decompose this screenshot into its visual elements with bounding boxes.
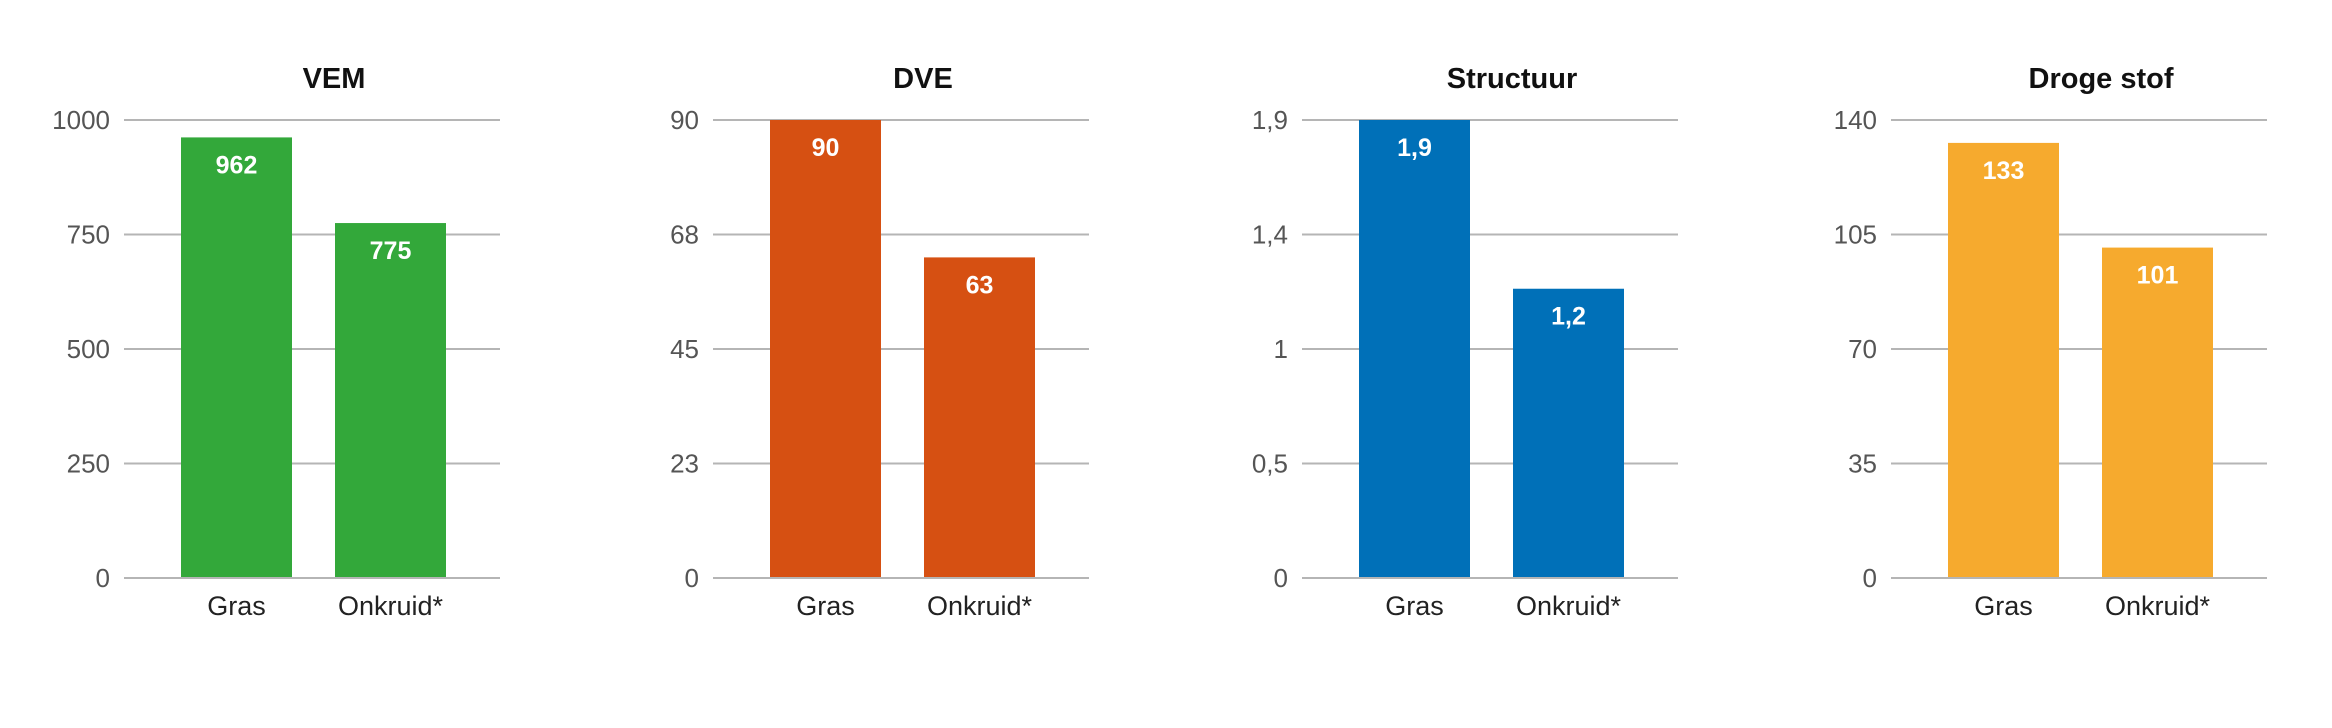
y-tick-label: 0: [1274, 563, 1288, 593]
chart-panel: Structuur 0 0,5 1 1,4 1,9 1,9 Gras 1,2 Onkruid*: [1252, 63, 1678, 621]
x-category-label: Onkruid*: [1516, 591, 1622, 621]
bar-value-label: 101: [2137, 262, 2179, 290]
y-tick-label: 500: [67, 334, 110, 364]
bar-value-label: 775: [370, 237, 412, 265]
y-tick-label: 140: [1834, 105, 1877, 135]
bar-value-label: 133: [1983, 157, 2025, 185]
bar: [924, 257, 1035, 578]
y-tick-label: 35: [1848, 449, 1877, 479]
y-tick-label: 45: [670, 334, 699, 364]
x-category-label: Onkruid*: [2105, 591, 2211, 621]
y-tick-label: 23: [670, 449, 699, 479]
y-tick-label: 0: [1863, 563, 1877, 593]
bar-value-label: 90: [812, 134, 840, 162]
y-tick-label: 70: [1848, 334, 1877, 364]
chart-title: Structuur: [1447, 63, 1578, 95]
x-category-label: Gras: [207, 591, 266, 621]
y-tick-label: 105: [1834, 220, 1877, 250]
bar: [335, 223, 446, 579]
y-tick-label: 90: [670, 105, 699, 135]
x-category-label: Gras: [796, 591, 855, 621]
bar-value-label: 1,9: [1397, 134, 1432, 162]
chart-title: VEM: [303, 63, 366, 95]
bar: [1359, 120, 1470, 578]
y-tick-label: 0: [685, 563, 699, 593]
chart-title: DVE: [893, 63, 953, 95]
x-category-label: Gras: [1385, 591, 1444, 621]
chart-title: Droge stof: [2029, 63, 2174, 95]
bar: [181, 137, 292, 579]
y-tick-label: 0: [96, 563, 110, 593]
y-tick-label: 1000: [52, 105, 110, 135]
y-tick-label: 1,9: [1252, 105, 1288, 135]
chart-panel: VEM 0 250 500 750 1000 962 Gras 775 Onkruid*: [52, 63, 500, 621]
chart-panel: Droge stof 0 35 70 105 140 133 Gras 101 Onkruid*: [1834, 63, 2267, 621]
bar-value-label: 1,2: [1551, 303, 1586, 331]
x-category-label: Onkruid*: [338, 591, 444, 621]
y-tick-label: 250: [67, 449, 110, 479]
y-tick-label: 1,4: [1252, 220, 1288, 250]
chart-panel: DVE 0 23 45 68 90 90 Gras 63 Onkruid*: [670, 63, 1089, 621]
bar: [770, 120, 881, 578]
bar: [1513, 288, 1624, 578]
bar-value-label: 63: [966, 271, 994, 299]
y-tick-label: 1: [1274, 334, 1288, 364]
bar: [1948, 142, 2059, 578]
y-tick-label: 0,5: [1252, 449, 1288, 479]
y-tick-label: 750: [67, 220, 110, 250]
y-tick-label: 68: [670, 220, 699, 250]
x-category-label: Onkruid*: [927, 591, 1033, 621]
bar: [2102, 247, 2213, 579]
bar-value-label: 962: [216, 151, 258, 179]
x-category-label: Gras: [1974, 591, 2033, 621]
